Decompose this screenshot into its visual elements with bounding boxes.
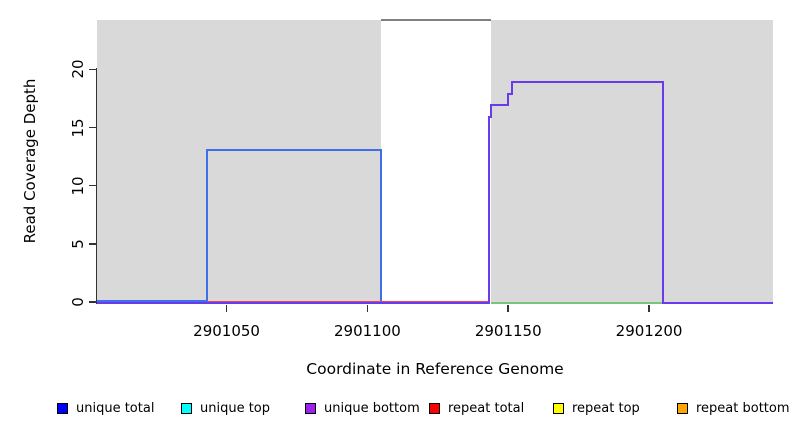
y-tick-mark: [89, 126, 96, 129]
series-repeat-total: [206, 300, 489, 303]
series-unique-total: [205, 148, 208, 302]
y-tick-mark: [89, 68, 96, 71]
x-tick-label: 2901050: [193, 322, 260, 340]
y-tick-label: 10: [69, 176, 87, 196]
y-tick-mark: [89, 243, 96, 245]
series-unique-bottom: [97, 302, 489, 304]
x-tick-mark: [366, 305, 369, 312]
series-unique-bottom: [511, 81, 514, 95]
legend-swatch-repeat-total: [429, 402, 440, 414]
series-unique-bottom: [512, 81, 664, 84]
x-tick-mark: [507, 305, 509, 312]
series-unique-total: [97, 300, 207, 302]
legend-item: repeat bottom: [677, 400, 790, 416]
series-baseline-green: [491, 301, 664, 304]
legend-label: repeat top: [572, 400, 640, 416]
legend-swatch-repeat-top: [553, 402, 564, 414]
series-unique-bottom: [663, 302, 773, 304]
y-tick-label: 5: [69, 239, 87, 249]
x-tick-mark: [225, 305, 228, 312]
legend-swatch-repeat-bottom: [677, 402, 688, 414]
series-unique-bottom: [490, 104, 493, 118]
series-unique-total: [380, 148, 383, 302]
x-tick-label: 2901150: [474, 322, 542, 340]
legend-label: unique top: [200, 400, 271, 416]
legend-item: unique bottom: [305, 400, 420, 416]
x-tick-label: 2901200: [615, 322, 683, 340]
legend-item: unique top: [181, 400, 271, 416]
series-unique-total: [206, 148, 382, 151]
series-unique-bottom: [508, 92, 513, 95]
series-unique-bottom: [488, 115, 492, 118]
y-axis-label: Read Coverage Depth: [21, 78, 39, 244]
series-unique-bottom: [662, 81, 665, 304]
legend-item: repeat top: [553, 400, 640, 416]
clipped-line: [381, 19, 492, 21]
x-axis-label: Coordinate in Reference Genome: [306, 360, 564, 378]
y-tick-label: 20: [69, 59, 87, 79]
legend-label: repeat bottom: [696, 400, 790, 416]
y-tick-mark: [89, 184, 96, 187]
series-unique-bottom: [491, 104, 509, 107]
y-tick-label: 15: [69, 118, 87, 138]
legend-label: unique bottom: [324, 400, 420, 416]
series-unique-bottom: [507, 92, 510, 107]
legend-swatch-unique-total: [57, 402, 68, 414]
x-tick-label: 2901100: [333, 322, 401, 340]
legend-label: unique total: [76, 400, 155, 416]
legend-swatch-unique-bottom: [305, 402, 316, 414]
legend-label: repeat total: [448, 400, 525, 416]
y-tick-label: 0: [69, 297, 87, 307]
highlight-region: [381, 20, 492, 302]
series-unique-bottom: [487, 115, 490, 304]
y-axis-line: [95, 68, 97, 304]
y-tick-mark: [89, 301, 96, 303]
legend-item: unique total: [57, 400, 155, 416]
legend-swatch-unique-top: [181, 402, 192, 414]
legend-item: repeat total: [429, 400, 525, 416]
x-tick-mark: [648, 305, 650, 312]
